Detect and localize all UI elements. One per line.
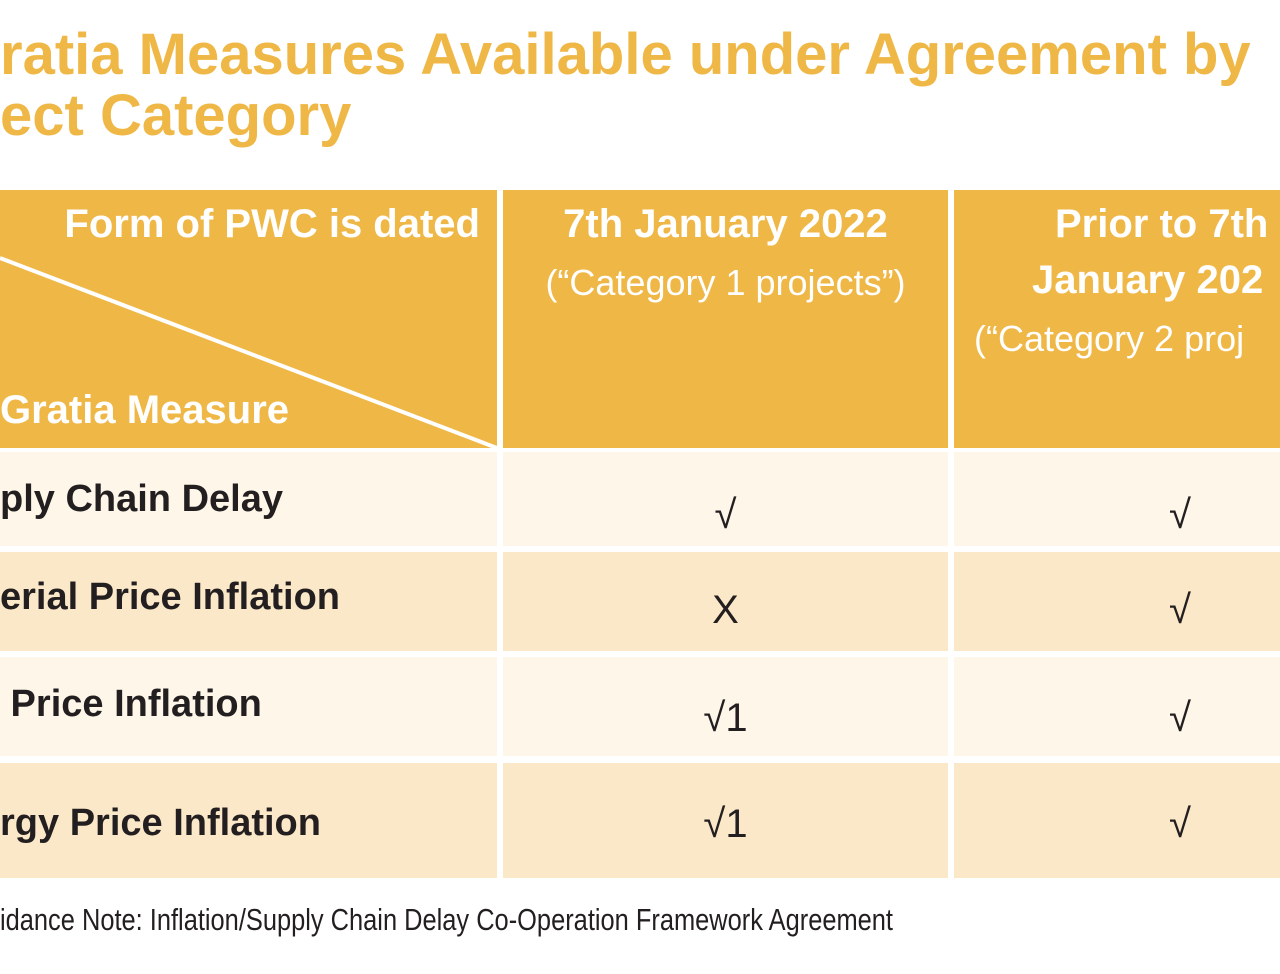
table-cell <box>0 552 497 651</box>
row-label: ply Chain Delay <box>0 478 283 520</box>
footer: idance Note: Inflation/Supply Chain Dela… <box>0 902 893 937</box>
header-cell <box>0 190 497 448</box>
cell-value: √ <box>1169 696 1191 740</box>
table-cell <box>503 552 948 651</box>
table-cell <box>503 452 948 546</box>
cell-value: √ <box>714 493 737 537</box>
table-cell <box>954 452 1280 546</box>
diagonal <box>0 256 497 448</box>
header-text: 7th January 2022 <box>563 202 888 246</box>
cell-value: √1 <box>703 802 748 846</box>
row-label: erial Price Inflation <box>0 576 340 618</box>
header-text: (“Category 2 proj <box>974 318 1245 359</box>
table-cell <box>503 763 948 878</box>
row-label: rgy Price Inflation <box>0 802 321 844</box>
cell-value: √ <box>1169 802 1191 846</box>
header-cell <box>503 190 948 448</box>
header-cell <box>954 190 1280 448</box>
table-cell <box>503 657 948 756</box>
row-label: Price Inflation <box>0 683 262 725</box>
title: ect Category <box>0 83 352 148</box>
cell-value: √ <box>1169 493 1191 537</box>
header-text: Form of PWC is dated <box>64 202 480 246</box>
header-text: Gratia Measure <box>0 388 290 432</box>
table-cell <box>954 552 1280 651</box>
table-cell <box>0 657 497 756</box>
table-cell <box>0 763 497 878</box>
header-text: Prior to 7th <box>1055 202 1269 246</box>
cell-value: X <box>712 588 739 632</box>
title: ratia Measures Available under Agreement… <box>0 22 1251 87</box>
header-text: (“Category 1 projects”) <box>545 262 906 303</box>
table-cell <box>0 452 497 546</box>
table-cell <box>954 657 1280 756</box>
cell-value: √1 <box>703 696 748 740</box>
header-text: January 202 <box>1032 258 1264 302</box>
cell-value: √ <box>1169 588 1191 632</box>
table-cell <box>954 763 1280 878</box>
